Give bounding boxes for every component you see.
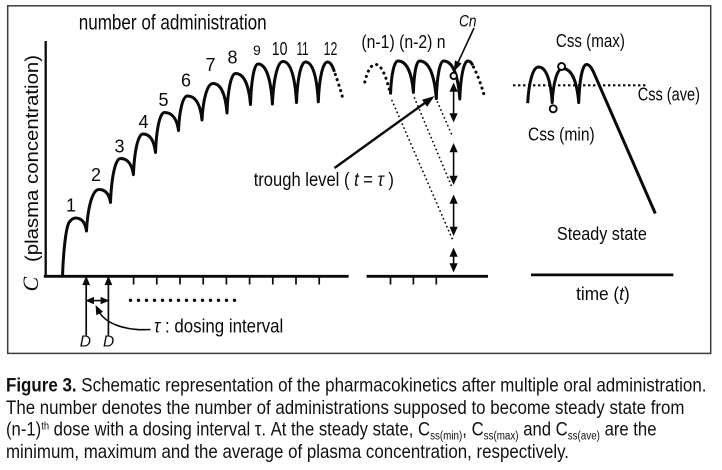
svg-text:Cn: Cn (459, 12, 477, 31)
svg-text:Css (ave): Css (ave) (638, 85, 700, 105)
svg-text:minimum, maximum and the avera: minimum, maximum and the average of plas… (6, 441, 569, 463)
svg-text:(n-1)th dose with a dosing int: (n-1)th dose with a dosing interval τ. A… (6, 419, 657, 443)
svg-text:7: 7 (206, 55, 216, 75)
svg-text:11: 11 (297, 39, 309, 59)
svg-text:Figure 3. Schematic representa: Figure 3. Schematic representation of th… (6, 375, 707, 397)
svg-text:1: 1 (66, 196, 76, 216)
svg-text:9: 9 (253, 42, 261, 58)
svg-text:Css (max): Css (max) (556, 30, 625, 51)
svg-text:8: 8 (228, 48, 238, 68)
svg-text:5: 5 (159, 90, 169, 110)
svg-text:The number denotes the number: The number denotes the number of adminis… (6, 397, 685, 419)
svg-text:(plasma concentration): (plasma concentration) (22, 55, 42, 262)
svg-text:Css (min): Css (min) (528, 124, 595, 145)
svg-text:C: C (18, 277, 43, 292)
svg-text:2: 2 (91, 165, 101, 185)
svg-text:number of administration: number of administration (79, 11, 267, 34)
svg-text:12: 12 (324, 39, 338, 59)
svg-text:D: D (103, 333, 114, 350)
svg-text:3: 3 (115, 137, 125, 157)
svg-text:D: D (80, 333, 91, 350)
svg-text:10: 10 (272, 39, 288, 59)
svg-text:4: 4 (139, 112, 149, 132)
svg-text:6: 6 (181, 71, 191, 91)
svg-text:trough level ( t = τ ): trough level ( t = τ ) (254, 170, 394, 191)
svg-text:time (t): time (t) (576, 283, 630, 304)
svg-text:(n-1) (n-2) n: (n-1) (n-2) n (361, 31, 445, 52)
svg-text:Steady state: Steady state (557, 223, 647, 244)
svg-text:τ : dosing interval: τ : dosing interval (154, 317, 283, 338)
